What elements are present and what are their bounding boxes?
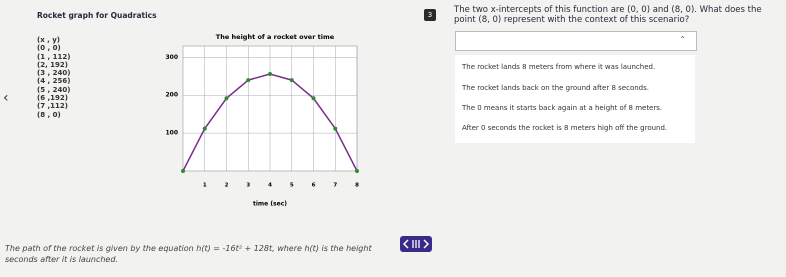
- point: [181, 169, 185, 173]
- x-tick-label: 2: [225, 183, 229, 189]
- question-number: 3: [424, 9, 436, 21]
- x-tick-label: 7: [333, 183, 337, 189]
- point-row: (x , y): [37, 36, 61, 44]
- point: [311, 96, 316, 101]
- x-tick-label: 8: [355, 183, 359, 189]
- point-row: (6 ,192): [37, 94, 68, 103]
- x-tick-label: 4: [268, 183, 272, 189]
- x-tick-label: 6: [312, 183, 316, 189]
- point: [202, 126, 207, 131]
- dropdown-caret: ⌃: [679, 35, 686, 44]
- dropdown[interactable]: ⌃: [455, 31, 697, 51]
- footer-line2: seconds after it is launched.: [5, 255, 118, 264]
- toolbar-bars: [412, 240, 420, 248]
- option[interactable]: The rocket lands back on the ground afte…: [462, 84, 649, 92]
- option[interactable]: The 0 means it starts back again at a he…: [462, 104, 663, 112]
- point-row: (4 , 256): [37, 77, 71, 86]
- x-axis-label: time (sec): [253, 201, 287, 208]
- point-row: (3 , 240): [37, 69, 71, 78]
- footer-line1: The path of the rocket is given by the e…: [5, 244, 372, 253]
- point-row: (0 , 0): [37, 44, 61, 53]
- chart-title: The height of a rocket over time: [216, 33, 335, 41]
- point: [289, 78, 294, 83]
- option[interactable]: After 0 seconds the rocket is 8 meters h…: [462, 124, 668, 132]
- chart: The height of a rocket over time 100 200 30…: [165, 33, 359, 208]
- options-list: The rocket lands 8 meters from where it …: [455, 55, 695, 143]
- points-table: (x , y) (0 , 0) (1 , 112) (2, 192) (3 , 240)…: [37, 36, 70, 119]
- point-row: (1 , 112): [37, 52, 71, 61]
- point: [355, 169, 359, 173]
- point-row: (8 , 0): [37, 110, 61, 119]
- x-tick-label: 3: [246, 183, 250, 189]
- y-tick-label: 300: [165, 54, 178, 61]
- question-text: The two x-intercepts of this function ar…: [454, 5, 762, 25]
- y-tick-label: 100: [165, 130, 178, 137]
- point: [224, 96, 229, 101]
- point: [268, 72, 272, 77]
- point-row: (7 ,112): [37, 102, 68, 111]
- toolbar-arrows: [402, 239, 430, 249]
- point-row: (5 , 240): [37, 85, 71, 94]
- y-tick-label: 200: [165, 92, 178, 99]
- x-tick-label: 5: [290, 183, 294, 189]
- point: [333, 126, 338, 131]
- prev-arrow[interactable]: ‹: [3, 90, 9, 106]
- toolbar[interactable]: [400, 236, 432, 252]
- x-tick-label: 1: [203, 183, 207, 189]
- page-title: Rocket graph for Quadratics: [37, 11, 157, 20]
- point-row: (2, 192): [37, 60, 68, 69]
- point: [246, 78, 251, 83]
- option[interactable]: The rocket lands 8 meters from where it …: [462, 63, 656, 71]
